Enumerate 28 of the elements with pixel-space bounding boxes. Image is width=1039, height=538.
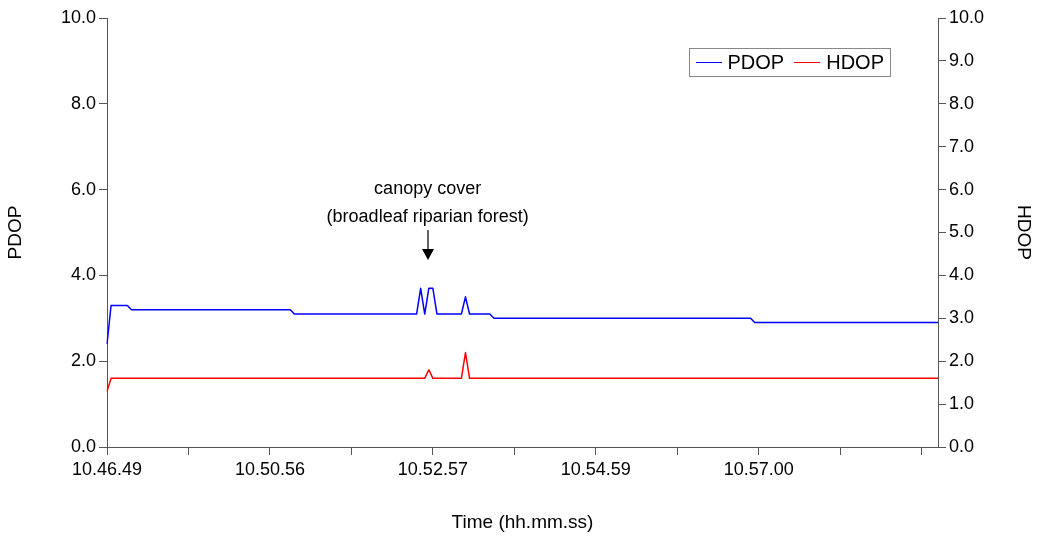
y-tick-label: 6.0 [70,178,96,199]
y2-tick-label: 5.0 [949,221,975,242]
y-tick-label: 10.0 [60,6,96,27]
y-tick-label: 4.0 [70,264,96,285]
y-tick-label: 8.0 [70,92,96,113]
legend-label: HDOP [826,51,884,74]
x-tick-label: 10.50.56 [234,458,305,479]
y-tick-label: 2.0 [70,350,96,371]
y-axis-title: PDOP [3,205,25,260]
y2-tick-label: 8.0 [949,92,975,113]
y2-tick-label: 10.0 [949,6,985,27]
annotation: canopy cover (broadleaf riparian forest) [326,177,529,228]
x-tick-label: 10.46.49 [71,458,143,479]
y2-tick-label: 1.0 [949,393,975,414]
legend-label: PDOP [727,51,785,74]
x-tick-label: 10.57.00 [723,458,794,479]
y2-tick-label: 9.0 [949,49,975,70]
y2-tick-label: 3.0 [949,307,975,328]
y2-tick-label: 0.0 [949,435,975,456]
y2-tick-label: 7.0 [949,135,975,156]
y2-tick-label: 2.0 [949,350,975,371]
x-tick-label: 10.52.57 [397,458,468,479]
x-axis-title: Time (hh.mm.ss) [451,510,594,532]
y-tick-label: 0.0 [70,435,96,456]
y2-axis-title: HDOP [1014,205,1036,260]
y2-tick-label: 6.0 [949,178,975,199]
x-tick-label: 10.54.59 [560,458,631,479]
y2-tick-label: 4.0 [949,264,975,285]
